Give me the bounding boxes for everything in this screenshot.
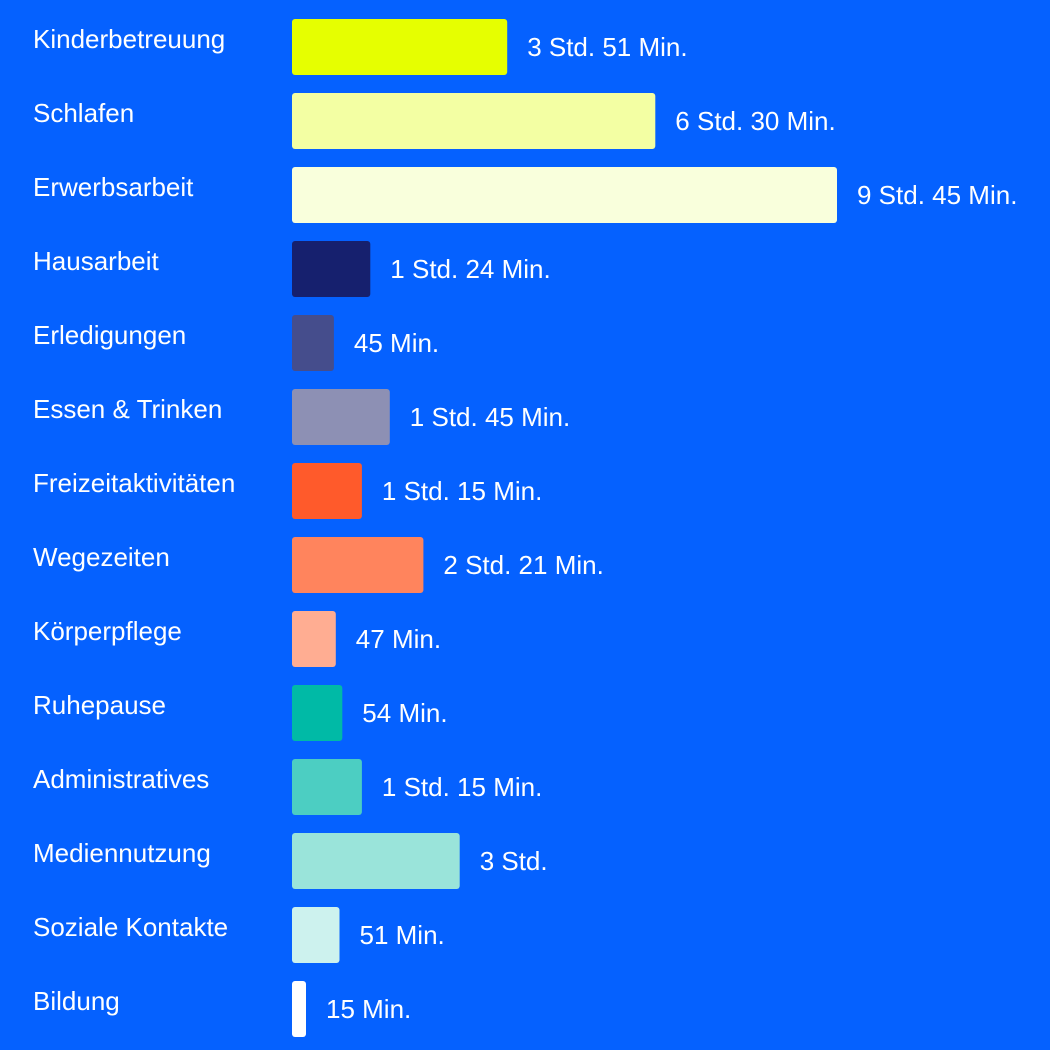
bar bbox=[292, 537, 424, 593]
bar bbox=[292, 833, 460, 889]
bar bbox=[292, 685, 343, 741]
category-label: Administratives bbox=[33, 764, 209, 794]
value-label: 6 Std. 30 Min. bbox=[675, 106, 835, 136]
value-label: 3 Std. 51 Min. bbox=[527, 32, 687, 62]
value-label: 3 Std. bbox=[480, 846, 548, 876]
bar bbox=[292, 759, 362, 815]
value-label: 9 Std. 45 Min. bbox=[857, 180, 1017, 210]
value-label: 54 Min. bbox=[362, 698, 447, 728]
value-label: 1 Std. 24 Min. bbox=[390, 254, 550, 284]
bar bbox=[292, 315, 334, 371]
category-label: Erwerbsarbeit bbox=[33, 172, 194, 202]
bar bbox=[292, 463, 362, 519]
category-label: Mediennutzung bbox=[33, 838, 211, 868]
bar bbox=[292, 981, 306, 1037]
value-label: 51 Min. bbox=[360, 920, 445, 950]
category-label: Kinderbetreuung bbox=[33, 24, 225, 54]
category-label: Freizeitaktivitäten bbox=[33, 468, 235, 498]
bar bbox=[292, 167, 837, 223]
category-label: Körperpflege bbox=[33, 616, 182, 646]
category-label: Bildung bbox=[33, 986, 120, 1016]
bar bbox=[292, 907, 340, 963]
value-label: 45 Min. bbox=[354, 328, 439, 358]
category-label: Hausarbeit bbox=[33, 246, 160, 276]
bar bbox=[292, 389, 390, 445]
value-label: 2 Std. 21 Min. bbox=[443, 550, 603, 580]
bar bbox=[292, 93, 656, 149]
value-label: 1 Std. 15 Min. bbox=[382, 476, 542, 506]
category-label: Wegezeiten bbox=[33, 542, 170, 572]
bar bbox=[292, 611, 336, 667]
category-label: Erledigungen bbox=[33, 320, 186, 350]
category-label: Soziale Kontakte bbox=[33, 912, 228, 942]
value-label: 1 Std. 15 Min. bbox=[382, 772, 542, 802]
category-label: Schlafen bbox=[33, 98, 134, 128]
bar bbox=[292, 241, 371, 297]
value-label: 15 Min. bbox=[326, 994, 411, 1024]
value-label: 1 Std. 45 Min. bbox=[410, 402, 570, 432]
category-label: Essen & Trinken bbox=[33, 394, 222, 424]
value-label: 47 Min. bbox=[356, 624, 441, 654]
bar bbox=[292, 19, 508, 75]
category-label: Ruhepause bbox=[33, 690, 166, 720]
